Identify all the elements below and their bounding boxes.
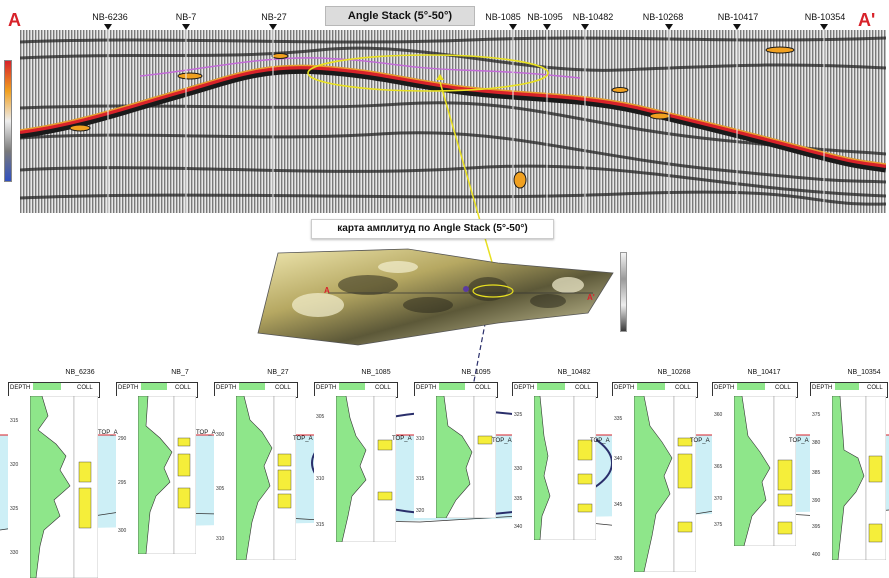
section-end-a: A [8, 10, 21, 30]
depth-track: 375 380 385 390 395 400 [810, 396, 833, 560]
well-label: NB-10417 [717, 12, 759, 22]
top-marker-label: TOP_A [98, 430, 118, 436]
depth-track: 300 305 310 [214, 396, 237, 560]
well-label: NB-10482 [572, 12, 614, 22]
log-well-4: NB_1095 DEPTH COLL 310 315 320 [414, 369, 498, 518]
depth-track: 290 295 300 [116, 396, 139, 554]
log-well-name: NB_10417 [747, 369, 781, 376]
seismic-section [19, 30, 887, 213]
log-header: DEPTH COLL [314, 382, 398, 398]
depth-track: 335 340 345 350 [612, 396, 635, 572]
well-marker-icon [665, 24, 673, 30]
well-marker-icon [269, 24, 277, 30]
top-marker-label: TOP_A [196, 430, 216, 436]
log-well-3: NB_1085 DEPTH COLL 305 310 315 [314, 369, 398, 542]
depth-track: 325 330 335 340 [512, 396, 535, 540]
well-label: NB-6236 [92, 12, 128, 22]
well-marker-icon [820, 24, 828, 30]
top-marker-label: TOP_A [690, 438, 710, 444]
top-marker-label: TOP_A [789, 438, 809, 444]
top-marker-label: TOP_A [293, 436, 313, 442]
depth-track: 310 315 320 [414, 396, 437, 518]
well-label: NB-10268 [642, 12, 684, 22]
log-header: DEPTH COLL [214, 382, 298, 398]
section-end-a-prime: A' [858, 10, 876, 30]
log-well-2: NB_27 DEPTH COLL 300 305 310 [214, 369, 298, 560]
top-marker-label: TOP_A [590, 438, 610, 444]
well-label: NB-27 [261, 12, 287, 22]
amplitude-color-scale [4, 60, 12, 182]
well-label: NB-7 [175, 12, 197, 22]
log-well-name: NB_10354 [847, 369, 881, 376]
map-label-a-prime: A' [587, 293, 595, 302]
map-label-a: A [324, 286, 330, 295]
log-well-8: NB_10354 DEPTH COLL 375 380 385 390 395 … [810, 369, 888, 560]
log-well-6: NB_10268 DEPTH COLL 335 340 345 350 [612, 369, 698, 572]
section-title: Angle Stack (5°-50°) [325, 6, 475, 26]
log-well-name: NB_10268 [657, 369, 691, 376]
log-well-5: NB_10482 DEPTH COLL 325 330 335 340 [512, 369, 598, 540]
well-label: NB-1085 [485, 12, 521, 22]
amplitude-map [257, 248, 614, 346]
log-well-name: NB_1095 [461, 369, 491, 376]
log-well-1: NB_7 DEPTH COLL 290 295 300 [116, 369, 198, 554]
log-well-7: NB_10417 DEPTH COLL 360 365 370 375 [712, 369, 798, 546]
map-title: карта амплитуд по Angle Stack (5°-50°) [311, 219, 554, 239]
depth-track: 315 320 325 330 [8, 396, 31, 578]
well-marker-icon [543, 24, 551, 30]
log-header: DEPTH COLL [8, 382, 100, 398]
well-marker-icon [733, 24, 741, 30]
depth-track: 360 365 370 375 [712, 396, 735, 546]
well-marker-icon [104, 24, 112, 30]
top-marker-label: TOP_A [492, 438, 512, 444]
well-label: NB-1095 [527, 12, 563, 22]
well-label: NB-10354 [804, 12, 846, 22]
map-color-scale [620, 252, 627, 332]
well-marker-icon [509, 24, 517, 30]
log-well-name: NB_6236 [65, 369, 95, 376]
log-well-name: NB_1085 [361, 369, 391, 376]
log-well-name: NB_7 [171, 369, 189, 376]
log-well-name: NB_10482 [557, 369, 591, 376]
log-header: DEPTH COLL [512, 382, 598, 398]
log-well-name: NB_27 [267, 369, 289, 376]
log-well-0: NB_6236 DEPTH COLL 315 320 325 330 [8, 369, 100, 578]
well-marker-icon [581, 24, 589, 30]
well-marker-icon [182, 24, 190, 30]
seismic-image [19, 30, 887, 213]
depth-track: 305 310 315 [314, 396, 337, 542]
top-marker-label: TOP_A [392, 436, 412, 442]
